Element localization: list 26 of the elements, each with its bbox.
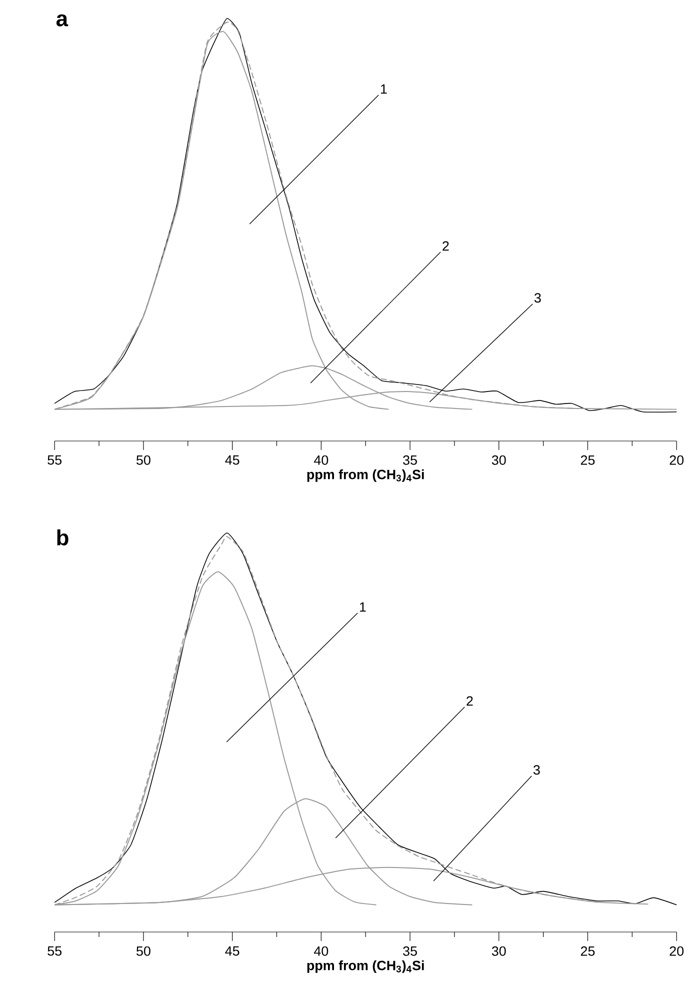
x-tick-label: 25	[581, 455, 595, 465]
x-tick-label: 35	[403, 946, 418, 956]
x-tick-label: 25	[581, 946, 595, 956]
x-tick-label: 35	[403, 455, 418, 465]
x-tick-label: 50	[136, 946, 151, 956]
annotation: 3	[534, 293, 542, 303]
x-axis-title: ppm from (CH$_{3}$)$_{4}$Si	[308, 960, 424, 973]
x-tick-label: 30	[492, 455, 506, 465]
x-tick-label: 40	[314, 455, 328, 465]
annotation: 2	[466, 696, 473, 706]
x-axis-title: ppm from (CH$_{3}$)$_{4}$Si	[308, 469, 424, 482]
x-tick-label: 50	[136, 455, 151, 465]
annotation: 2	[442, 241, 449, 251]
x-tick-label: 55	[48, 946, 62, 956]
x-tick-label: 45	[225, 946, 240, 956]
x-tick-label: 20	[670, 946, 684, 956]
x-tick-label: 55	[48, 455, 62, 465]
chart-title: b	[57, 529, 69, 546]
x-tick-label: 40	[314, 946, 328, 956]
x-tick-label: 45	[225, 455, 240, 465]
annotation: 1	[360, 602, 366, 612]
chart-title: a	[56, 14, 68, 26]
annotation: 1	[381, 84, 387, 94]
x-tick-label: 30	[492, 946, 506, 956]
x-tick-label: 20	[670, 455, 684, 465]
annotation: 3	[534, 765, 540, 775]
